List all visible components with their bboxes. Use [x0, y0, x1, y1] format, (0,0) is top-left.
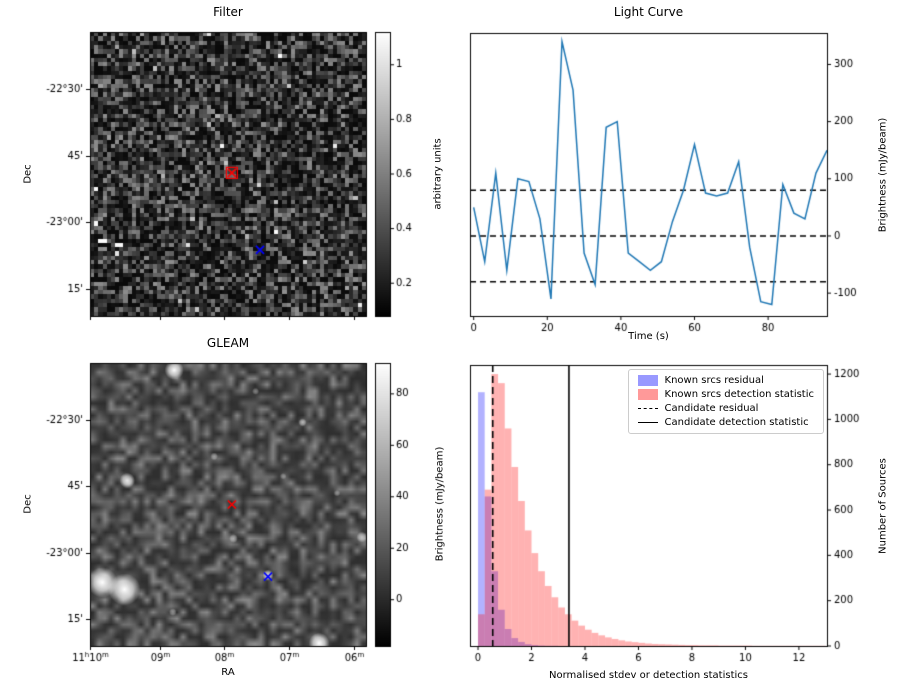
legend-solid-line-sample: [637, 422, 658, 423]
gleam-panel-title: GLEAM: [206, 336, 250, 350]
light-curve-panel-title: Light Curve: [613, 5, 684, 19]
legend-dashed-line-sample: [637, 408, 658, 409]
light-curve-x-axis-label: Time (s): [628, 331, 669, 342]
legend-label-known-residual: Known srcs residual: [664, 375, 764, 386]
legend-label-candidate-detstat: Candidate detection statistic: [664, 417, 809, 428]
light-curve-y-axis-label: Brightness (mJy/beam): [877, 117, 889, 233]
legend-label-candidate-residual: Candidate residual: [664, 403, 759, 414]
legend-label-known-detstat: Known srcs detection statistic: [664, 389, 814, 400]
legend-swatch-known-detstat: [637, 389, 658, 400]
filter-colorbar-label: arbitrary units: [432, 138, 444, 210]
gleam-y-axis-label: Dec: [22, 494, 34, 514]
histogram-x-axis-label: Normalised stdev or detection statistics: [549, 670, 748, 681]
legend-entry-known-detstat: Known srcs detection statistic: [637, 389, 814, 400]
legend-entry-candidate-detstat: Candidate detection statistic: [637, 417, 814, 428]
histogram-legend: Known srcs residual Known srcs detection…: [627, 369, 824, 434]
legend-entry-candidate-residual: Candidate residual: [637, 403, 814, 414]
filter-y-axis-label: Dec: [22, 164, 34, 184]
histogram-y-axis-label: Number of Sources: [877, 458, 889, 554]
gleam-colorbar-label: Brightness (mJy/beam): [434, 446, 446, 562]
legend-swatch-known-residual: [637, 375, 658, 386]
legend-entry-known-residual: Known srcs residual: [637, 375, 814, 386]
filter-panel-title: Filter: [213, 5, 243, 19]
gleam-x-axis-label: RA: [221, 667, 235, 678]
